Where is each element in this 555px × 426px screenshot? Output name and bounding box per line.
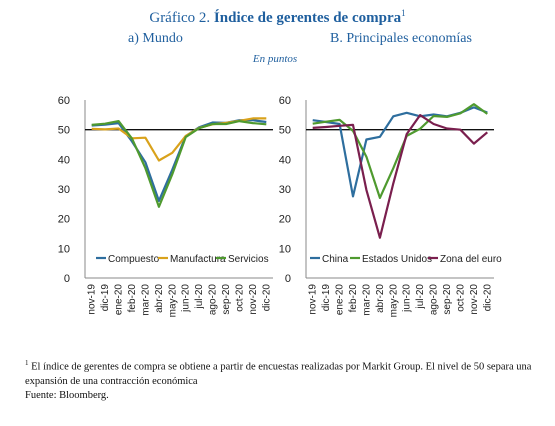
y-tick-label: 60 xyxy=(58,95,70,107)
chart-panel-principales-economias: 0 10 20 30 40 50 60 nov-19 dic-19 ene-20 feb-20 mar… xyxy=(279,95,502,317)
series-line-compuesto xyxy=(91,119,267,202)
source-text: Fuente: Bloomberg. xyxy=(25,389,109,401)
legend-entry: Estados Unidos xyxy=(362,254,432,265)
x-tick-label: oct-20 xyxy=(234,284,245,312)
footnote-marker: 1 xyxy=(25,359,29,367)
panel-b-label: B. Principales economías xyxy=(330,31,472,46)
legend-entry: China xyxy=(322,254,349,265)
x-tick-label: abr-20 xyxy=(375,284,386,313)
x-tick-label: jun-20 xyxy=(181,284,192,313)
chart-panel-mundo: 0 10 20 30 40 50 60 nov-19 dic-19 ene-20 feb-20 mar… xyxy=(58,95,273,317)
x-tick-label: feb-20 xyxy=(348,284,359,313)
x-tick-label: ago-20 xyxy=(208,284,219,316)
y-tick-label: 50 xyxy=(279,125,291,137)
y-tick-label: 40 xyxy=(279,154,291,166)
footnote: 1 El índice de gerentes de compra se obt… xyxy=(25,356,545,403)
x-tick-label: dic-19 xyxy=(321,284,332,312)
title-main: Índice de gerentes de compra xyxy=(213,10,402,26)
x-tick-label: abr-20 xyxy=(154,284,165,313)
legend-entry: Compuesto xyxy=(108,254,160,265)
x-tick-label: nov-20 xyxy=(248,284,259,315)
x-tick-label: oct-20 xyxy=(455,284,466,312)
y-tick-label: 20 xyxy=(279,214,291,226)
y-tick-label: 20 xyxy=(58,214,70,226)
x-tick-label: ago-20 xyxy=(429,284,440,316)
x-tick-label: dic-19 xyxy=(100,284,111,312)
y-tick-label: 50 xyxy=(58,125,70,137)
x-tick-label: dic-20 xyxy=(482,284,493,312)
series-line-estados-unidos xyxy=(312,103,488,199)
x-tick-label: jun-20 xyxy=(402,284,413,313)
title-prefix: Gráfico 2. xyxy=(149,10,211,26)
x-tick-label: jul-20 xyxy=(415,284,426,310)
series-line-zona-del-euro xyxy=(312,113,489,239)
x-tick-label: ene-20 xyxy=(335,284,346,316)
series-line-servicios xyxy=(91,119,267,208)
x-tick-label: nov-20 xyxy=(469,284,480,315)
y-tick-label: 0 xyxy=(285,273,291,285)
figure-title: Gráfico 2. Índice de gerentes de compra1 xyxy=(0,8,555,27)
legend-entry: Servicios xyxy=(228,254,269,265)
legend-entry: Zona del euro xyxy=(440,254,502,265)
x-tick-label: jul-20 xyxy=(194,284,205,310)
x-tick-label: nov-19 xyxy=(87,284,98,315)
y-tick-label: 10 xyxy=(279,243,291,255)
x-tick-label: dic-20 xyxy=(261,284,272,312)
x-tick-label: mar-20 xyxy=(361,284,372,316)
legend-entry: Manufactura xyxy=(170,254,226,265)
y-tick-label: 30 xyxy=(279,184,291,196)
x-tick-label: nov-19 xyxy=(308,284,319,315)
x-tick-label: sep-20 xyxy=(442,284,453,315)
units-label: En puntos xyxy=(252,53,298,65)
y-tick-label: 30 xyxy=(58,184,70,196)
y-tick-label: 60 xyxy=(279,95,291,107)
x-tick-label: sep-20 xyxy=(221,284,232,315)
y-tick-label: 10 xyxy=(58,243,70,255)
title-footnote-marker: 1 xyxy=(401,8,406,18)
footnote-text: El índice de gerentes de compra se obtie… xyxy=(25,361,532,387)
x-tick-label: feb-20 xyxy=(127,284,138,313)
y-tick-label: 0 xyxy=(64,273,70,285)
x-tick-label: may-20 xyxy=(167,284,178,318)
x-tick-label: may-20 xyxy=(388,284,399,318)
x-tick-label: ene-20 xyxy=(114,284,125,316)
x-tick-label: mar-20 xyxy=(140,284,151,316)
y-tick-label: 40 xyxy=(58,154,70,166)
panel-a-label: a) Mundo xyxy=(128,31,183,46)
